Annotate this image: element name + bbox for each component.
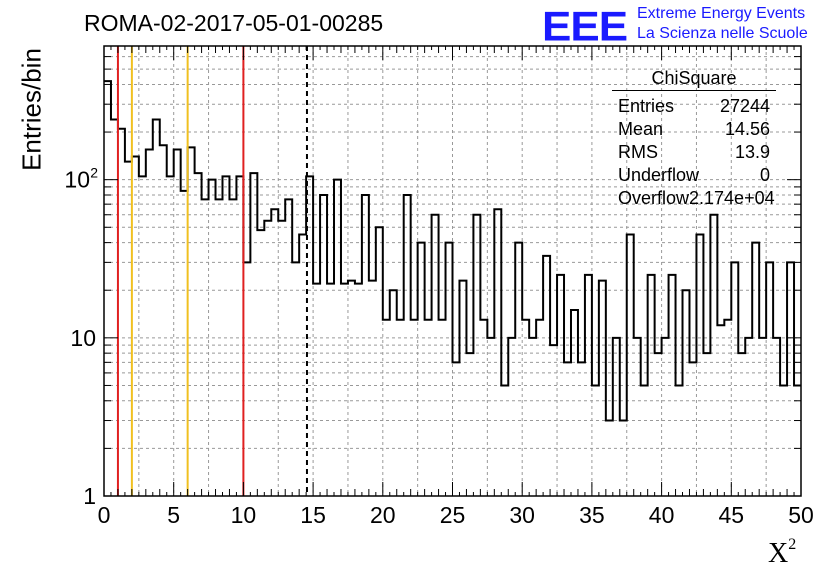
x-tick-label: 0 (98, 502, 111, 528)
x-tick-label: 20 (370, 502, 396, 528)
x-tick-label: 35 (579, 502, 605, 528)
x-tick-label: 15 (300, 502, 326, 528)
logo-subtitle-line1: Extreme Energy Events (637, 5, 806, 22)
stats-row-rms: RMS 13.9 (610, 141, 778, 164)
chart-title: ROMA-02-2017-05-01-00285 (84, 10, 384, 36)
stats-row-overflow: Overflow 2.174e+04 (610, 187, 778, 210)
y-tick-label-exponent: 2 (90, 165, 98, 181)
y-axis-label: Entries/bin (16, 48, 47, 171)
x-tick-label: 30 (509, 502, 535, 528)
stats-row-entries: Entries 27244 (610, 95, 778, 118)
stats-value: 0 (759, 165, 770, 185)
y-tick-label: 1 (83, 483, 96, 509)
x-axis-label: X2 (768, 536, 797, 570)
stats-value: 27244 (719, 96, 770, 116)
stats-value: 13.9 (734, 142, 770, 162)
y-tick-label: 10 (64, 167, 90, 193)
logo-subtitle-line2: La Scienza nelle Scuole (637, 25, 808, 42)
eee-logo: EEE (542, 3, 628, 50)
x-tick-label: 25 (440, 502, 466, 528)
stats-label: RMS (618, 142, 658, 162)
stats-label: Entries (618, 96, 675, 116)
stats-value: 14.56 (724, 119, 770, 139)
stats-box: ChiSquare Entries 27244 Mean 14.56 RMS 13.9… (610, 68, 778, 210)
x-tick-label: 40 (649, 502, 675, 528)
x-tick-label: 10 (231, 502, 257, 528)
x-axis-label-text: X (768, 538, 789, 569)
x-tick-label: 45 (719, 502, 745, 528)
stats-label: Overflow (618, 188, 690, 208)
y-tick-label: 10 (70, 325, 96, 351)
stats-heading: ChiSquare (612, 68, 776, 91)
x-axis-label-superscript: 2 (788, 536, 797, 553)
stats-label: Underflow (618, 165, 700, 185)
histogram-series (104, 80, 801, 422)
stats-label: Mean (618, 119, 664, 139)
stats-value: 2.174e+04 (689, 188, 775, 208)
stats-row-underflow: Underflow 0 (610, 164, 778, 187)
stats-row-mean: Mean 14.56 (610, 118, 778, 141)
x-tick-label: 50 (788, 502, 814, 528)
x-tick-label: 5 (167, 502, 180, 528)
